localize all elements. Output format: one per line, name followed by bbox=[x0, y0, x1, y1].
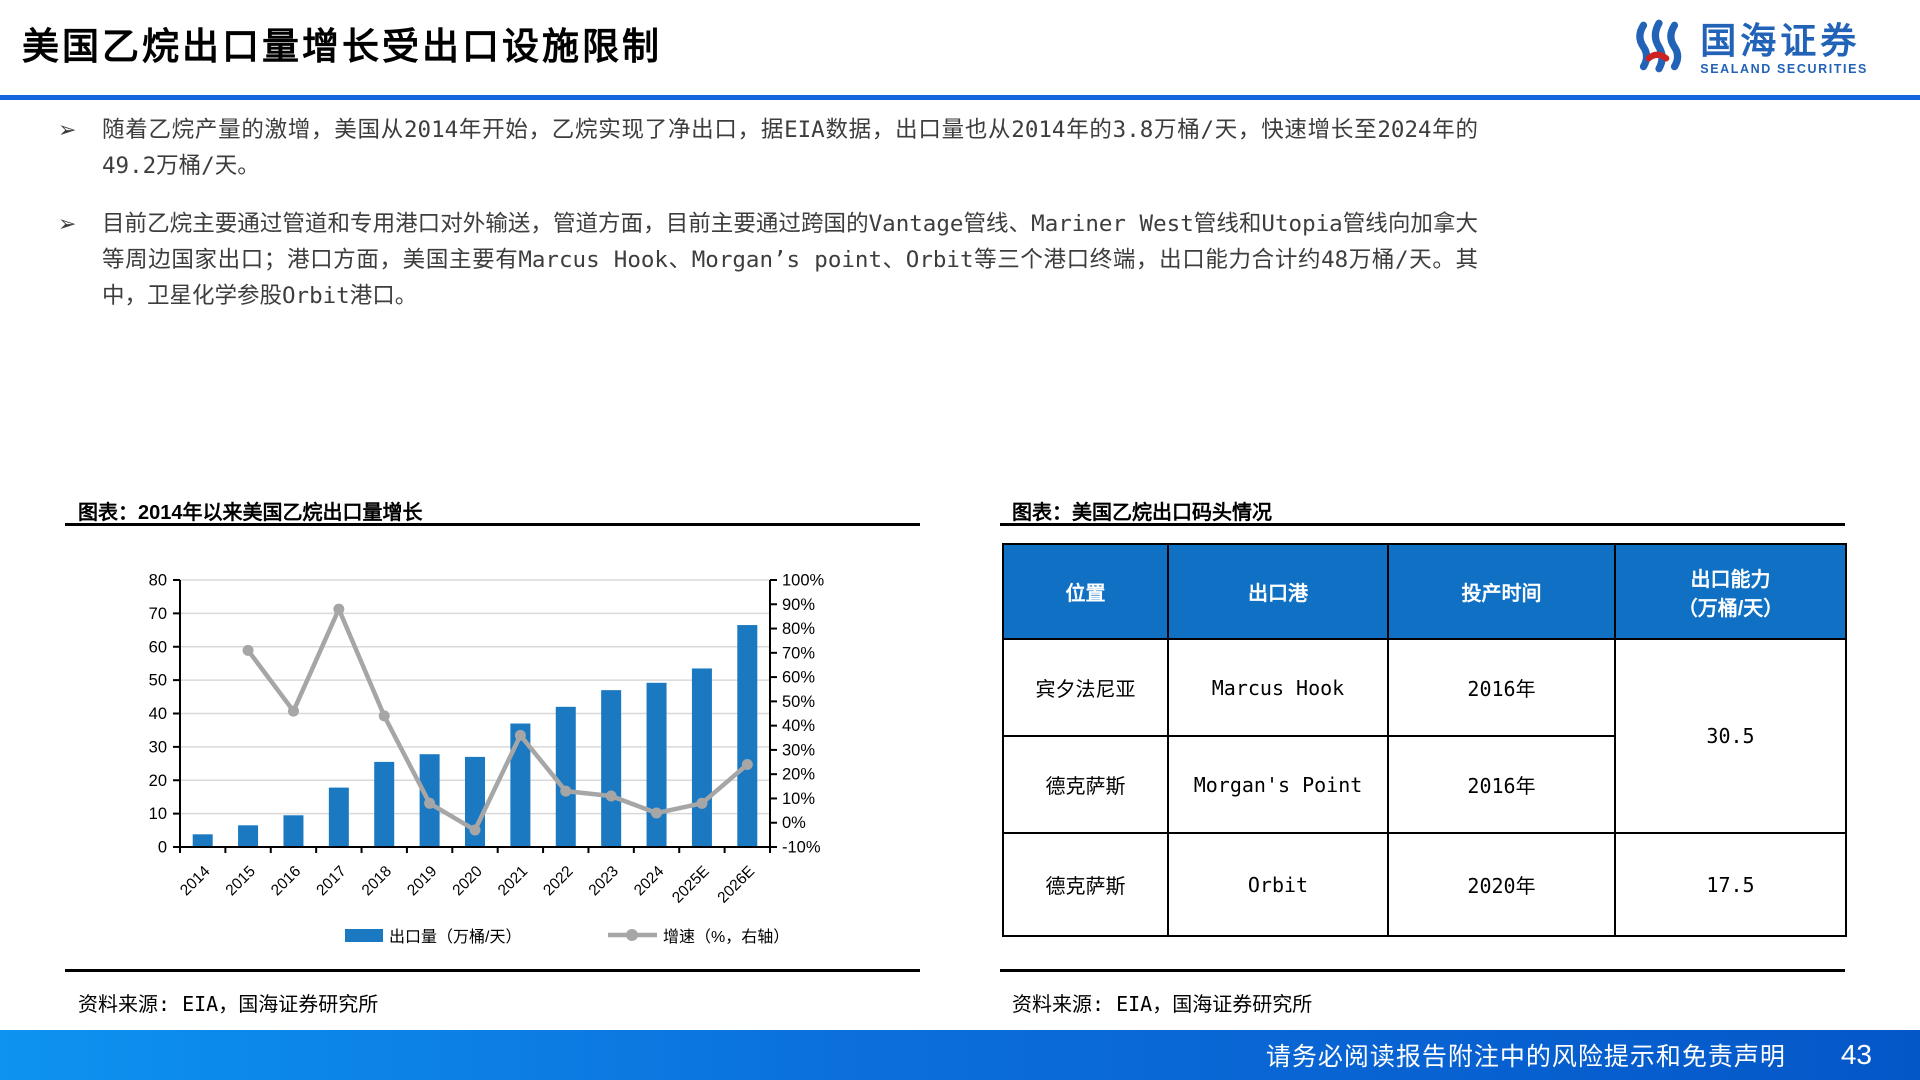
bullet-item-1: ➢ 随着乙烷产量的激增，美国从2014年开始，乙烷实现了净出口，据EIA数据，出… bbox=[58, 112, 1478, 184]
col-header-capacity: 出口能力 （万桶/天） bbox=[1614, 543, 1847, 640]
footer-disclaimer: 请务必阅读报告附注中的风险提示和免责声明 bbox=[1265, 1043, 1786, 1071]
svg-text:2015: 2015 bbox=[223, 863, 259, 899]
sealand-logo-icon bbox=[1628, 16, 1690, 83]
svg-text:20%: 20% bbox=[782, 766, 815, 784]
svg-text:60: 60 bbox=[149, 638, 167, 656]
bullet-text-1: 随着乙烷产量的激增，美国从2014年开始，乙烷实现了净出口，据EIA数据，出口量… bbox=[102, 117, 1478, 179]
svg-text:-10%: -10% bbox=[782, 839, 821, 857]
company-logo: 国海证券 SEALAND SECURITIES bbox=[1628, 16, 1868, 83]
svg-text:0%: 0% bbox=[782, 814, 806, 832]
svg-text:80: 80 bbox=[149, 572, 167, 590]
svg-text:90%: 90% bbox=[782, 596, 815, 614]
svg-text:20: 20 bbox=[149, 772, 167, 790]
svg-text:2021: 2021 bbox=[495, 863, 531, 899]
svg-text:2019: 2019 bbox=[404, 863, 440, 899]
svg-text:2018: 2018 bbox=[359, 863, 395, 899]
bullet-item-2: ➢ 目前乙烷主要通过管道和专用港口对外输送，管道方面，目前主要通过跨国的Vant… bbox=[58, 206, 1478, 314]
cell-start: 2016年 bbox=[1387, 638, 1616, 737]
cell-port: Orbit bbox=[1167, 832, 1389, 937]
svg-text:0: 0 bbox=[158, 839, 167, 857]
cell-start: 2016年 bbox=[1387, 735, 1616, 834]
table-row: 宾夕法尼亚 Marcus Hook 2016年 30.5 bbox=[1002, 638, 1847, 834]
table-row: 德克萨斯 Morgan's Point 2016年 bbox=[1002, 735, 1846, 834]
svg-text:2025E: 2025E bbox=[669, 863, 713, 907]
table-title: 图表：美国乙烷出口码头情况 bbox=[1012, 502, 1272, 524]
footer-page-number: 43 bbox=[1840, 1039, 1872, 1070]
col-header-port: 出口港 bbox=[1167, 543, 1389, 640]
logo-name-cn: 国海证券 bbox=[1700, 20, 1861, 62]
svg-text:2016: 2016 bbox=[268, 863, 304, 899]
bullet-list: ➢ 随着乙烷产量的激增，美国从2014年开始，乙烷实现了净出口，据EIA数据，出… bbox=[58, 112, 1478, 336]
arrow-bullet-icon: ➢ bbox=[58, 117, 77, 142]
svg-text:50%: 50% bbox=[782, 693, 815, 711]
table-row: 德克萨斯 Orbit 2020年 17.5 bbox=[1002, 832, 1847, 937]
svg-text:50: 50 bbox=[149, 672, 167, 690]
terminal-table: 位置 出口港 投产时间 出口能力 （万桶/天） 宾夕法尼亚 Marcus Hoo… bbox=[1002, 543, 1847, 937]
chart-source: 资料来源: EIA，国海证券研究所 bbox=[78, 992, 379, 1016]
svg-text:2014: 2014 bbox=[177, 863, 214, 900]
svg-text:40%: 40% bbox=[782, 717, 815, 735]
logo-text: 国海证券 SEALAND SECURITIES bbox=[1700, 23, 1868, 76]
footer-bar: 请务必阅读报告附注中的风险提示和免责声明 43 bbox=[0, 1030, 1920, 1080]
svg-text:100%: 100% bbox=[782, 572, 825, 590]
svg-text:70: 70 bbox=[149, 605, 167, 623]
cell-location: 德克萨斯 bbox=[1002, 832, 1169, 937]
svg-text:2020: 2020 bbox=[449, 863, 486, 900]
svg-text:10: 10 bbox=[149, 805, 167, 823]
col-header-start-date: 投产时间 bbox=[1387, 543, 1616, 640]
page-title: 美国乙烷出口量增长受出口设施限制 bbox=[22, 26, 662, 67]
bullet-text-2: 目前乙烷主要通过管道和专用港口对外输送，管道方面，目前主要通过跨国的Vantag… bbox=[102, 211, 1478, 309]
svg-text:10%: 10% bbox=[782, 790, 815, 808]
cell-capacity-merged: 30.5 bbox=[1614, 638, 1847, 834]
svg-text:70%: 70% bbox=[782, 644, 815, 662]
svg-text:60%: 60% bbox=[782, 669, 815, 687]
arrow-bullet-icon: ➢ bbox=[58, 211, 77, 236]
svg-text:2026E: 2026E bbox=[714, 863, 758, 907]
cell-location: 德克萨斯 bbox=[1002, 735, 1169, 834]
chart-title: 图表：2014年以来美国乙烷出口量增长 bbox=[78, 502, 423, 524]
table-top-rule bbox=[1000, 523, 1845, 526]
svg-text:2022: 2022 bbox=[540, 863, 576, 899]
svg-text:40: 40 bbox=[149, 705, 167, 723]
cell-port: Marcus Hook bbox=[1167, 638, 1389, 737]
svg-text:30%: 30% bbox=[782, 741, 815, 759]
chart-bottom-rule bbox=[65, 969, 920, 972]
cell-start: 2020年 bbox=[1387, 832, 1616, 937]
col-header-location: 位置 bbox=[1002, 543, 1169, 640]
logo-name-en: SEALAND SECURITIES bbox=[1700, 62, 1868, 77]
svg-text:80%: 80% bbox=[782, 620, 815, 638]
cell-capacity: 17.5 bbox=[1614, 832, 1847, 937]
svg-text:2023: 2023 bbox=[586, 863, 622, 899]
table-bottom-rule bbox=[1000, 969, 1845, 972]
svg-text:出口量（万桶/天）: 出口量（万桶/天） bbox=[389, 928, 521, 946]
export-growth-chart: 0 10 20 30 40 50 60 70 80 -10% 0% 10% 20% 30% 40% 50% 60… bbox=[149, 572, 825, 947]
svg-text:2024: 2024 bbox=[631, 863, 668, 900]
table-source: 资料来源: EIA，国海证券研究所 bbox=[1012, 992, 1313, 1016]
svg-text:30: 30 bbox=[149, 738, 167, 756]
cell-location: 宾夕法尼亚 bbox=[1002, 638, 1169, 737]
title-divider bbox=[0, 95, 1920, 100]
svg-text:增速（%，右轴）: 增速（%，右轴） bbox=[663, 928, 789, 946]
svg-text:2017: 2017 bbox=[313, 863, 349, 899]
cell-port: Morgan's Point bbox=[1167, 735, 1389, 834]
chart-top-rule bbox=[65, 523, 920, 526]
table-header-row: 位置 出口港 投产时间 出口能力 （万桶/天） bbox=[1002, 543, 1847, 640]
